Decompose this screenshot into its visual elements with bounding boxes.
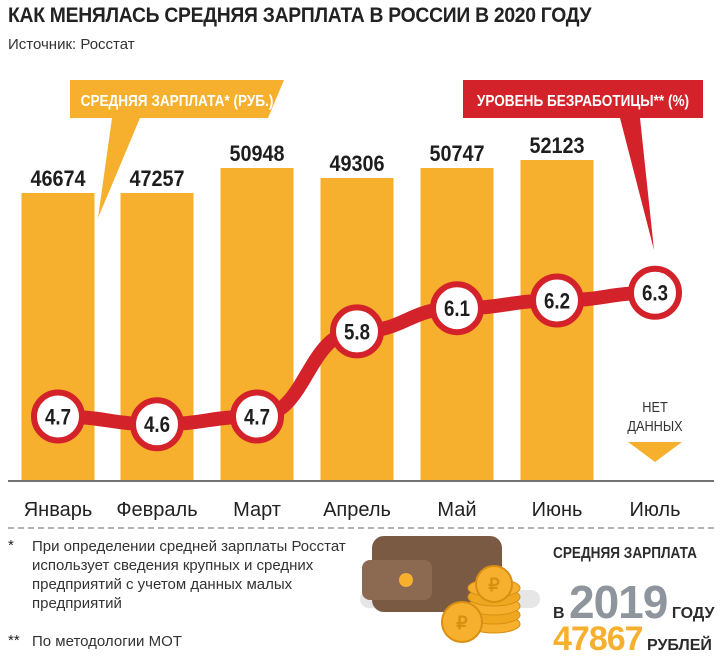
comparison-suffix: ГОДУ bbox=[671, 605, 715, 622]
footnote-star2: ** bbox=[8, 632, 20, 649]
unemployment-point bbox=[230, 389, 284, 444]
ruble-glyph: ₽ bbox=[456, 613, 468, 633]
unemployment-point-label: 6.2 bbox=[544, 290, 570, 314]
coin-face bbox=[475, 565, 513, 603]
unemployment-point-label: 6.1 bbox=[444, 298, 470, 322]
unemployment-point bbox=[330, 304, 384, 359]
no-data-label: ДАННЫХ bbox=[627, 417, 682, 434]
unemployment-point-label: 5.8 bbox=[344, 321, 370, 345]
x-tick-label: Январь bbox=[24, 499, 93, 521]
unemployment-point bbox=[31, 389, 85, 444]
comparison-year: 2019 bbox=[569, 576, 668, 628]
x-tick-label: Июль bbox=[629, 499, 680, 521]
unemployment-point-label: 6.3 bbox=[642, 282, 668, 306]
ruble-coins-icon bbox=[441, 565, 521, 643]
x-tick-label: Апрель bbox=[323, 499, 391, 521]
x-tick-label: Март bbox=[233, 499, 281, 521]
salary-bar-label: 52123 bbox=[529, 134, 584, 158]
footnote-star: * bbox=[8, 537, 14, 554]
comparison-unit: РУБЛЕЙ bbox=[647, 637, 712, 654]
salary-callout-box bbox=[70, 80, 284, 218]
unemployment-point bbox=[628, 265, 682, 320]
coin-face bbox=[441, 601, 483, 643]
salary-bar-label: 50747 bbox=[429, 142, 484, 166]
no-data-label: НЕТ bbox=[642, 398, 668, 415]
wallet-flap bbox=[362, 560, 432, 600]
chart-source: Источник: Росстат bbox=[8, 36, 135, 53]
ruble-glyph: ₽ bbox=[488, 575, 500, 595]
salary-bar-label: 49306 bbox=[329, 152, 384, 176]
unemployment-callout-box bbox=[463, 80, 703, 250]
salary-bar-label: 46674 bbox=[30, 167, 85, 191]
unemployment-point-label: 4.7 bbox=[244, 406, 270, 430]
chart-title: КАК МЕНЯЛАСЬ СРЕДНЯЯ ЗАРПЛАТА В РОССИИ В… bbox=[8, 4, 592, 27]
x-tick-label: Май bbox=[437, 499, 476, 521]
salary-legend-label: СРЕДНЯЯ ЗАРПЛАТА* (РУБ.) bbox=[81, 93, 274, 110]
salary-bar-label: 47257 bbox=[129, 167, 184, 191]
unemployment-point bbox=[130, 397, 184, 452]
x-tick-label: Февраль bbox=[116, 499, 197, 521]
footnote-2: По методологии МОТ bbox=[32, 633, 182, 650]
unemployment-point-label: 4.7 bbox=[45, 406, 71, 430]
comparison-salary: 47867 bbox=[553, 620, 644, 658]
no-data-arrow bbox=[628, 442, 682, 462]
unemployment-legend-label: УРОВЕНЬ БЕЗРАБОТИЦЫ** (%) bbox=[477, 93, 689, 110]
unemployment-point-label: 4.6 bbox=[144, 414, 170, 438]
wallet-button bbox=[399, 573, 413, 587]
comparison-prefix: В bbox=[553, 605, 565, 622]
x-tick-label: Июнь bbox=[532, 499, 583, 521]
comparison-year-line: В 2019 ГОДУ bbox=[553, 575, 714, 629]
footnote-1: При определении средней зарплаты Росстат… bbox=[32, 538, 346, 612]
unemployment-point bbox=[530, 273, 584, 328]
comparison-salary-line: 47867 РУБЛЕЙ bbox=[553, 620, 712, 659]
unemployment-point bbox=[430, 281, 484, 336]
salary-bar-label: 50948 bbox=[229, 142, 284, 166]
comparison-label: СРЕДНЯЯ ЗАРПЛАТА bbox=[553, 545, 697, 562]
